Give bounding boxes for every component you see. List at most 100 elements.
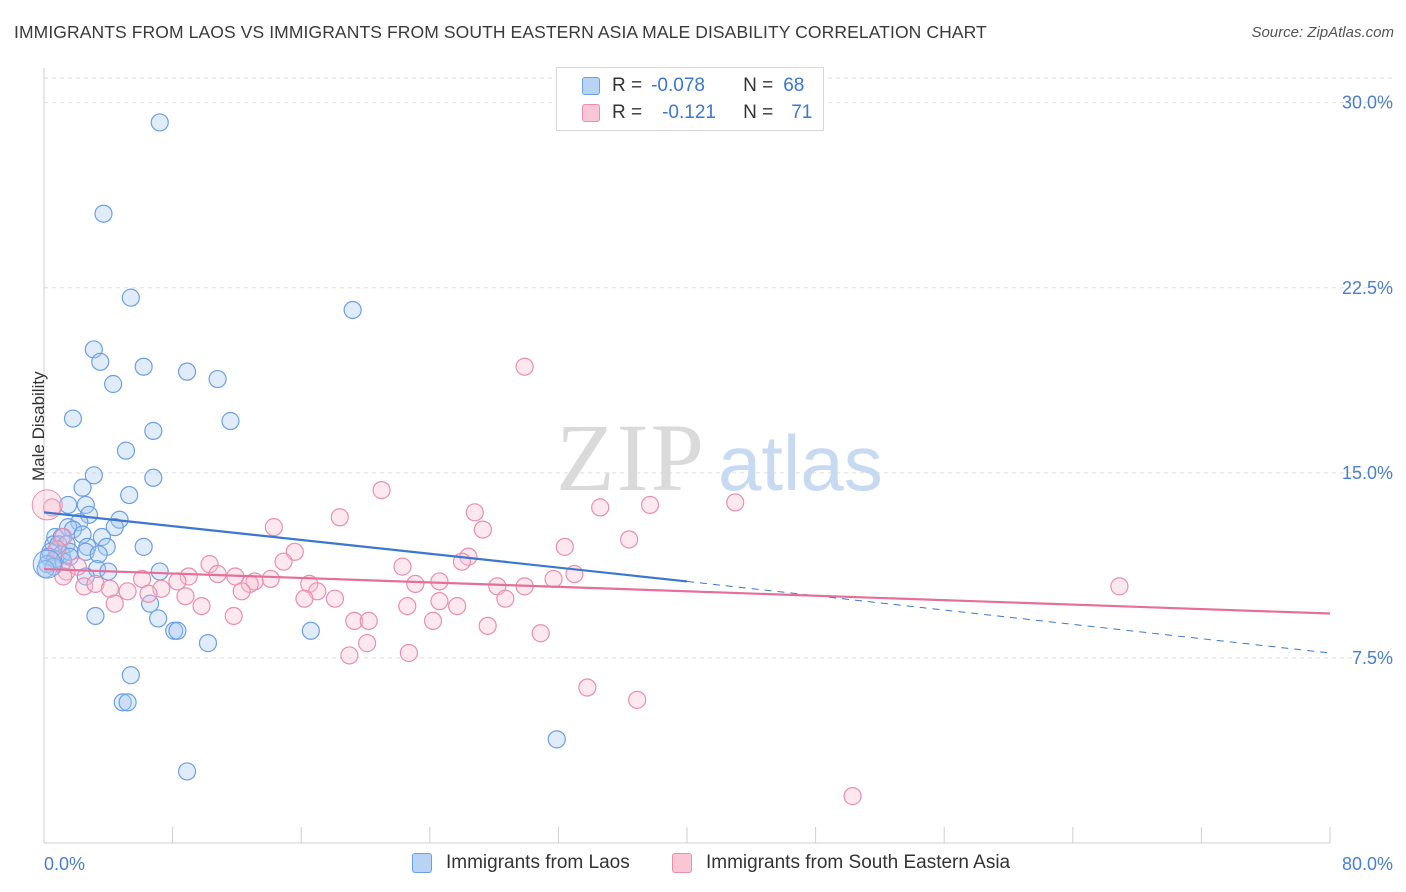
point-laos xyxy=(121,666,140,685)
grid-layer xyxy=(44,77,1392,659)
point-sea xyxy=(176,587,195,606)
point-laos xyxy=(168,621,187,640)
point-laos xyxy=(343,300,362,320)
legend-label-sea: Immigrants from South Eastern Asia xyxy=(706,852,1011,873)
point-laos-cluster xyxy=(32,549,62,579)
y-tick-label: 22.5% xyxy=(1342,278,1393,298)
point-laos xyxy=(208,369,227,389)
point-sea xyxy=(430,592,449,611)
point-sea xyxy=(473,520,492,539)
point-sea xyxy=(274,552,293,571)
point-sea xyxy=(340,646,359,665)
trend-line-laos-extrapolated xyxy=(686,580,1331,654)
watermark: ZIP atlas xyxy=(556,404,883,511)
point-sea xyxy=(496,589,515,608)
point-sea xyxy=(423,611,443,631)
point-sea xyxy=(1110,577,1129,596)
point-sea xyxy=(330,508,349,527)
point-sea xyxy=(640,495,660,515)
point-laos xyxy=(150,562,169,581)
point-laos xyxy=(79,505,99,524)
point-laos xyxy=(149,609,168,628)
sea-swatch xyxy=(582,104,600,122)
y-axis-title: Male Disability xyxy=(29,371,48,481)
point-sea xyxy=(544,569,563,589)
point-laos xyxy=(86,606,105,626)
point-sea xyxy=(372,481,391,500)
point-laos xyxy=(89,545,108,564)
point-laos xyxy=(221,411,240,431)
point-sea xyxy=(726,493,745,512)
point-laos xyxy=(94,204,113,223)
points-layer xyxy=(31,113,1129,806)
point-sea xyxy=(591,498,610,517)
point-sea xyxy=(179,567,198,586)
point-sea xyxy=(264,518,283,537)
point-sea xyxy=(555,537,574,556)
point-laos xyxy=(113,693,132,712)
point-sea xyxy=(358,634,377,653)
point-sea xyxy=(515,357,534,376)
trend-line-sea xyxy=(43,567,1331,615)
laos-swatch xyxy=(582,77,600,95)
series-legend: Immigrants from Laos Immigrants from Sou… xyxy=(0,852,1406,878)
x-tick-label-min: 0.0% xyxy=(44,854,85,874)
point-sea xyxy=(345,611,364,631)
stats-legend-row-sea: R = -0.121 N = 71 xyxy=(557,100,812,126)
point-laos xyxy=(177,362,197,381)
point-sea xyxy=(531,624,550,643)
point-sea xyxy=(232,582,251,601)
laos-legend-swatch xyxy=(412,853,432,873)
trend-layer xyxy=(43,511,1331,654)
tick-labels-layer: 7.5% 15.0% 22.5% 30.0% 0.0% 80.0% xyxy=(44,93,1393,874)
r-label: R = xyxy=(612,102,643,123)
point-laos xyxy=(84,466,103,485)
watermark-atlas: atlas xyxy=(718,419,883,507)
point-laos xyxy=(87,559,107,579)
point-laos xyxy=(104,374,123,394)
point-sea xyxy=(478,616,497,635)
point-sea xyxy=(47,540,66,559)
chart-source: Source: ZipAtlas.com xyxy=(1251,24,1394,41)
point-sea xyxy=(295,589,314,608)
x-tick-label-max: 80.0% xyxy=(1342,854,1393,874)
point-laos xyxy=(177,762,197,781)
r-value-sea: -0.121 xyxy=(662,102,716,123)
point-laos xyxy=(121,288,140,307)
point-sea xyxy=(628,690,647,709)
point-laos xyxy=(134,537,153,556)
point-sea xyxy=(448,596,467,616)
legend-item-laos[interactable]: Immigrants from Laos xyxy=(412,852,630,874)
point-laos xyxy=(198,634,218,653)
point-sea xyxy=(620,530,639,549)
point-sea xyxy=(843,787,862,806)
point-laos xyxy=(91,352,110,371)
stats-legend-row-laos: R = -0.078 N = 68 xyxy=(557,73,804,99)
point-sea xyxy=(430,572,449,591)
point-laos xyxy=(144,468,163,487)
r-value-laos: -0.078 xyxy=(651,75,705,96)
point-laos xyxy=(134,357,153,376)
legend-item-sea[interactable]: Immigrants from South Eastern Asia xyxy=(672,852,1010,874)
point-sea xyxy=(105,594,124,613)
point-sea xyxy=(57,562,76,581)
point-laos xyxy=(301,621,320,640)
point-sea xyxy=(393,557,412,576)
point-sea xyxy=(224,606,243,626)
point-laos xyxy=(105,518,124,537)
point-laos xyxy=(76,495,95,515)
point-sea xyxy=(399,643,419,663)
point-laos xyxy=(120,485,139,505)
point-sea xyxy=(398,596,417,616)
point-sea xyxy=(406,574,425,593)
y-tick-label: 30.0% xyxy=(1342,93,1393,113)
r-label: R = xyxy=(612,75,643,96)
point-laos xyxy=(63,409,83,428)
n-value-laos: 68 xyxy=(783,75,805,96)
n-label: N = xyxy=(743,75,774,96)
point-sea xyxy=(192,596,211,616)
point-laos xyxy=(92,527,111,547)
trend-line-laos xyxy=(43,511,688,583)
sea-legend-swatch xyxy=(672,853,692,873)
